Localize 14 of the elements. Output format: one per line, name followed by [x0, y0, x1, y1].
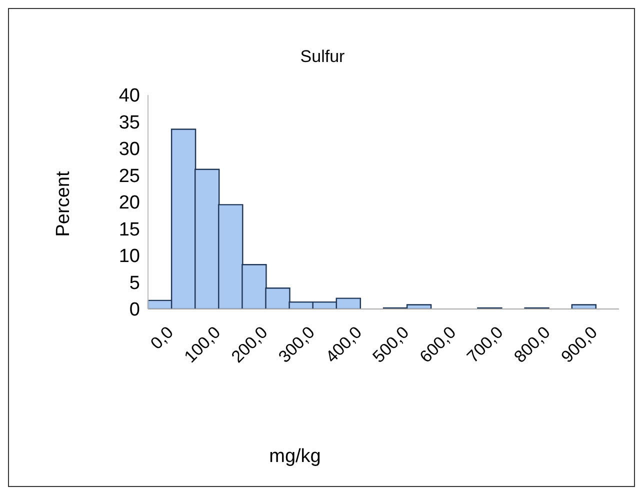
y-tick-label: 0 [129, 300, 140, 321]
y-tick-label: 30 [118, 139, 140, 160]
chart-title: Sulfur [299, 47, 346, 67]
bar [571, 304, 596, 309]
y-tick-label: 35 [118, 112, 140, 134]
y-tick-label: 15 [118, 219, 140, 240]
x-axis-title: mg/kg [268, 446, 322, 468]
y-tick-label: 20 [118, 192, 140, 214]
y-axis-title: Percent [53, 171, 75, 237]
y-tick-label: 25 [118, 166, 140, 187]
y-tick-label: 40 [118, 86, 140, 107]
x-tick-label: 0,0 [146, 322, 178, 354]
y-tick-label: 5 [129, 272, 140, 294]
y-tick-label: 10 [118, 246, 140, 268]
